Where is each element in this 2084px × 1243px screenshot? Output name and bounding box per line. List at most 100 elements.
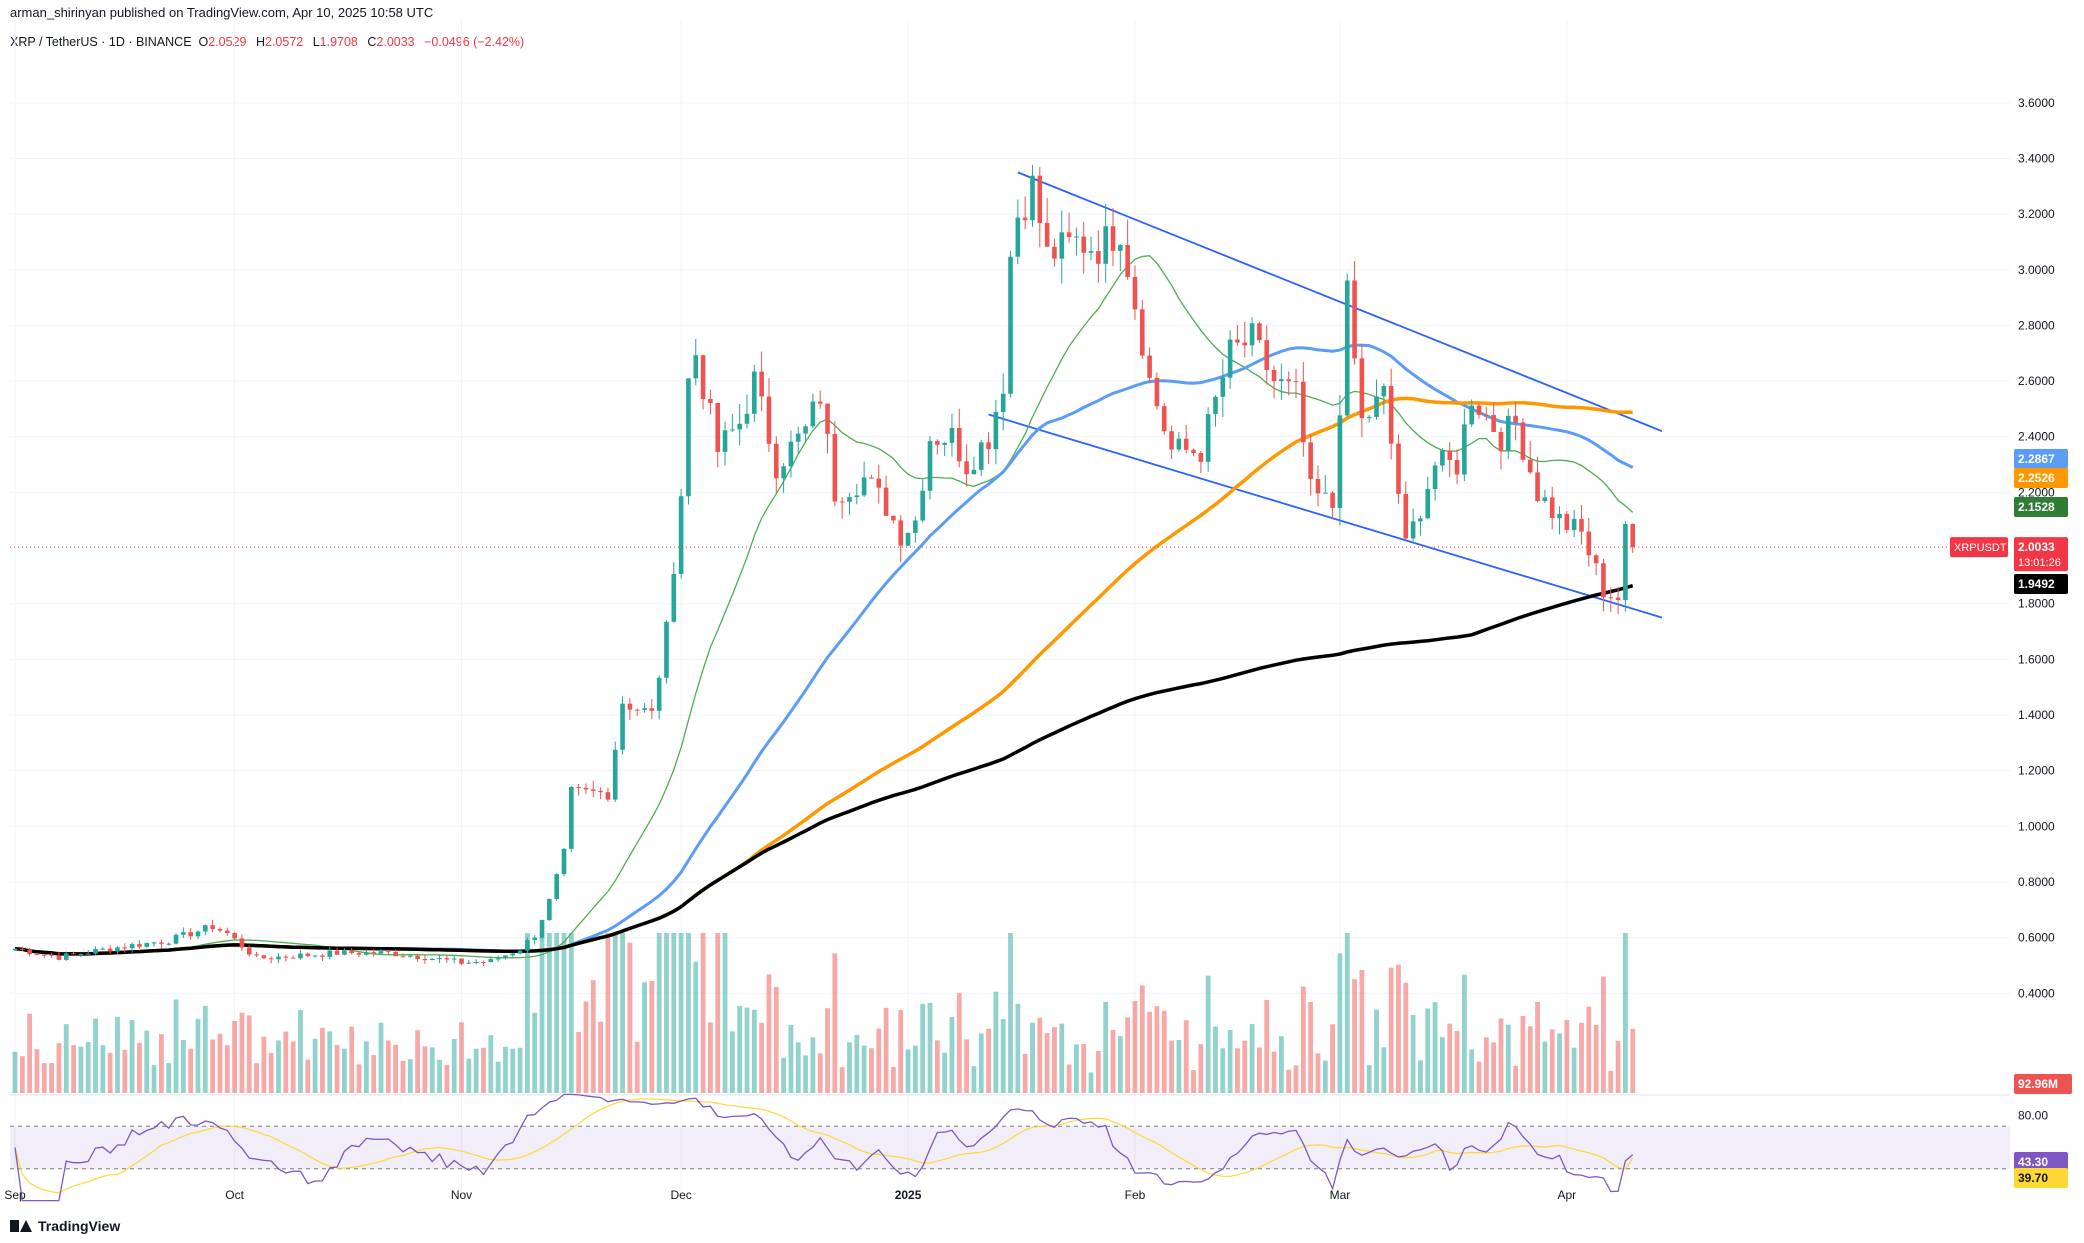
candle-body [964,461,969,475]
volume-bar [1381,1047,1387,1093]
candle-body [956,428,962,462]
candle-body [312,955,318,957]
volume-bar [1037,1017,1043,1093]
candle-body [1132,276,1138,310]
volume-bar [210,1039,216,1093]
volume-bar [1227,1029,1233,1093]
candle-body [905,532,911,546]
descending-channel[interactable] [988,171,1663,619]
candle-body [656,677,662,711]
price-tick-label: 1.2000 [2018,764,2055,778]
candle-body [1249,323,1255,346]
current-price-bg [2014,537,2068,572]
price-axis[interactable]: 3.6000 3.4000 3.2000 3.0000 2.8000 2.6000 2.40… [10,96,2072,1188]
ma-price-label-1: 2.2526 [2018,471,2055,485]
volume-bar [1513,1065,1518,1093]
candle-body [122,947,128,949]
volume-bar [1008,933,1013,1093]
time-axis[interactable]: Sep Oct Nov Dec 2025 Feb Mar Apr [4,1188,1576,1202]
candle-body [517,950,523,954]
volume-bar [634,1041,640,1093]
candle-body [986,442,991,450]
volume-bar [166,1063,172,1093]
candle-body [268,958,274,960]
candle-body [1549,497,1555,519]
volume-bar [1498,1018,1504,1093]
candle-body [210,925,215,929]
candle-body [20,948,25,950]
volume-bar [100,1045,106,1093]
candle-body [34,954,40,956]
volume-bar [956,993,962,1093]
volume-bar [971,1066,977,1093]
volume-bar [481,1047,486,1093]
candle-body [1542,497,1548,502]
volume-bar [883,1007,889,1093]
volume-bar [1161,1010,1167,1093]
symbol-legend: XRP / TetherUS · 1D · BINANCE O2.0529 H2… [10,35,530,49]
candle-body [1037,175,1043,224]
candle-body [935,441,940,445]
price-tick-label: 0.6000 [2018,931,2055,945]
candle-body [27,949,32,955]
volume-bar [1132,1001,1138,1093]
candle-body [305,953,311,956]
volume-bar [700,933,706,1093]
volume-bar [1344,933,1350,1093]
candle-body [788,441,794,467]
candle-body [576,786,581,788]
candle-body [1008,256,1013,394]
volume-bar [1059,1023,1065,1093]
candle-body [510,953,516,956]
price-tick-label: 2.4000 [2018,430,2055,444]
candle-body [393,951,398,957]
volume-bar [1483,1037,1489,1093]
volume-bar [1359,969,1365,1093]
volume-bar [1044,1033,1050,1093]
volume-bar [71,1045,76,1093]
candle-body [1205,414,1211,462]
volume-bar [1000,1019,1006,1093]
candle-body [173,934,179,944]
volume-bar [495,1061,501,1093]
volume-bar [1176,1040,1182,1093]
candle-body [1593,555,1599,564]
volume-bar [451,1039,457,1093]
candle-body [1579,518,1584,532]
volume-bar [934,1040,940,1093]
symbol-tag-bg [1950,537,2008,558]
volume-bar [1505,1024,1511,1093]
candle-body [1381,385,1387,397]
current-price-value: 2.0033 [2018,540,2055,554]
volume-bar [832,953,838,1093]
publisher-line: arman_shirinyan published on TradingView… [10,5,434,20]
symbol-name[interactable]: XRP / TetherUS · 1D · BINANCE [10,35,192,49]
candle-body [1257,323,1262,341]
price-tick-label: 3.0000 [2018,263,2055,277]
volume-bar [1117,1036,1123,1093]
candle-body [495,958,501,960]
candle-body [730,429,735,431]
candle-body [891,515,896,521]
candle-body [1440,450,1445,466]
candle-body [488,959,494,963]
volume-bar [363,1041,369,1093]
volume-bar [1366,1065,1372,1093]
candle-body [283,956,289,958]
rsi-ma-line [14,1098,1634,1194]
volume-bar [1520,1015,1526,1093]
volume-bar [729,1031,735,1093]
candle-body [203,925,208,932]
candle-body [224,930,230,934]
candle-body [1352,280,1357,359]
volume-bar [1286,1069,1292,1093]
price-tick-label: 3.2000 [2018,207,2055,221]
candle-body [1044,223,1050,247]
volume-bar [854,1034,860,1093]
tradingview-logo[interactable]: TradingView [10,1218,120,1234]
volume-bar [1308,1002,1314,1093]
candle-body [93,949,98,954]
candle-body [1088,251,1094,253]
candle-body [1601,563,1606,598]
